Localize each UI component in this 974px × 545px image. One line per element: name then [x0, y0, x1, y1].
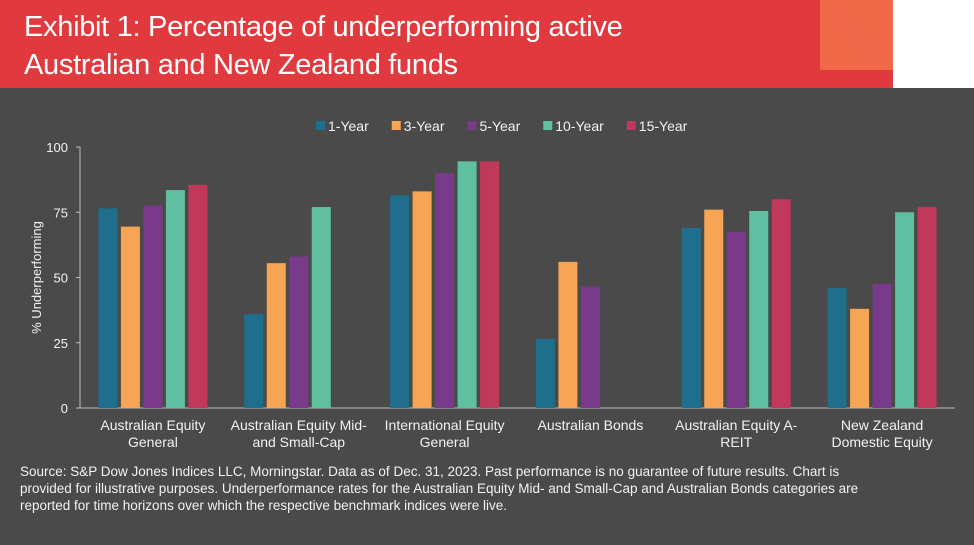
- bar-5-year: [580, 286, 600, 408]
- bar-10-year: [895, 212, 915, 408]
- bar-3-year: [704, 209, 724, 408]
- legend-label: 15-Year: [639, 118, 688, 134]
- x-tick-label: Australian Equity Mid-: [231, 417, 368, 433]
- x-tick-label: REIT: [720, 434, 752, 450]
- bar-3-year: [120, 226, 140, 408]
- bar-15-year: [480, 161, 500, 408]
- y-tick-label: 75: [54, 205, 68, 220]
- bar-15-year: [917, 207, 937, 408]
- x-tick-label: New Zealand: [841, 417, 924, 433]
- y-tick-label: 50: [54, 271, 68, 286]
- y-tick-label: 0: [61, 401, 68, 416]
- bar-5-year: [435, 173, 455, 408]
- source-line-3: reported for time horizons over which th…: [20, 498, 507, 513]
- bar-1-year: [244, 314, 264, 408]
- legend-label: 10-Year: [555, 118, 604, 134]
- y-tick-label: 100: [46, 140, 68, 155]
- title-line-2: Australian and New Zealand funds: [24, 49, 458, 81]
- legend-swatch: [391, 121, 401, 130]
- legend-swatch: [543, 121, 553, 130]
- x-tick-label: General: [128, 434, 178, 450]
- x-tick-label: Australian Equity A-: [675, 417, 798, 433]
- bar-3-year: [412, 191, 432, 408]
- legend-swatch: [316, 121, 325, 130]
- x-tick-label: International Equity: [385, 417, 505, 433]
- x-tick-label: and Small-Cap: [252, 434, 345, 450]
- bar-10-year: [457, 161, 477, 408]
- x-tick-label: Australian Bonds: [537, 417, 643, 433]
- title-banner: [0, 0, 893, 88]
- bar-1-year: [535, 338, 555, 408]
- bar-5-year: [872, 284, 892, 408]
- y-axis-label: % Underperforming: [29, 221, 44, 334]
- banner-corner: [893, 0, 974, 88]
- source-line-2: provided for illustrative purposes. Unde…: [20, 481, 859, 496]
- bar-10-year: [165, 190, 185, 408]
- bar-15-year: [771, 199, 791, 408]
- bar-3-year: [850, 308, 870, 408]
- page-title: Exhibit 1: Percentage of underperforming…: [24, 8, 623, 84]
- y-tick-label: 25: [54, 336, 68, 351]
- source-line-1: Source: S&P Dow Jones Indices LLC, Morni…: [20, 464, 840, 479]
- bar-3-year: [558, 261, 578, 408]
- bar-15-year: [188, 184, 208, 408]
- bar-10-year: [749, 210, 769, 408]
- x-tick-label: General: [420, 434, 470, 450]
- bar-1-year: [390, 195, 410, 408]
- bar-5-year: [726, 231, 746, 408]
- x-tick-label: Australian Equity: [100, 417, 205, 433]
- bar-5-year: [143, 205, 163, 408]
- legend-swatch: [467, 121, 477, 130]
- bar-1-year: [98, 208, 118, 408]
- banner-fold: [820, 0, 893, 70]
- legend-label: 5-Year: [480, 118, 521, 134]
- title-line-1: Exhibit 1: Percentage of underperforming…: [24, 11, 623, 43]
- bar-10-year: [311, 207, 331, 408]
- x-tick-label: Domestic Equity: [832, 434, 933, 450]
- legend-label: 1-Year: [328, 118, 369, 134]
- bar-5-year: [289, 256, 309, 408]
- legend-label: 3-Year: [404, 118, 445, 134]
- source-note: Source: S&P Dow Jones Indices LLC, Morni…: [20, 463, 950, 514]
- bar-1-year: [681, 227, 701, 408]
- legend-swatch: [626, 121, 636, 130]
- bar-1-year: [827, 287, 847, 408]
- bar-3-year: [266, 263, 286, 408]
- bar-chart: 0 25 50 75 100 % Underperforming Australian Eq…: [29, 118, 955, 450]
